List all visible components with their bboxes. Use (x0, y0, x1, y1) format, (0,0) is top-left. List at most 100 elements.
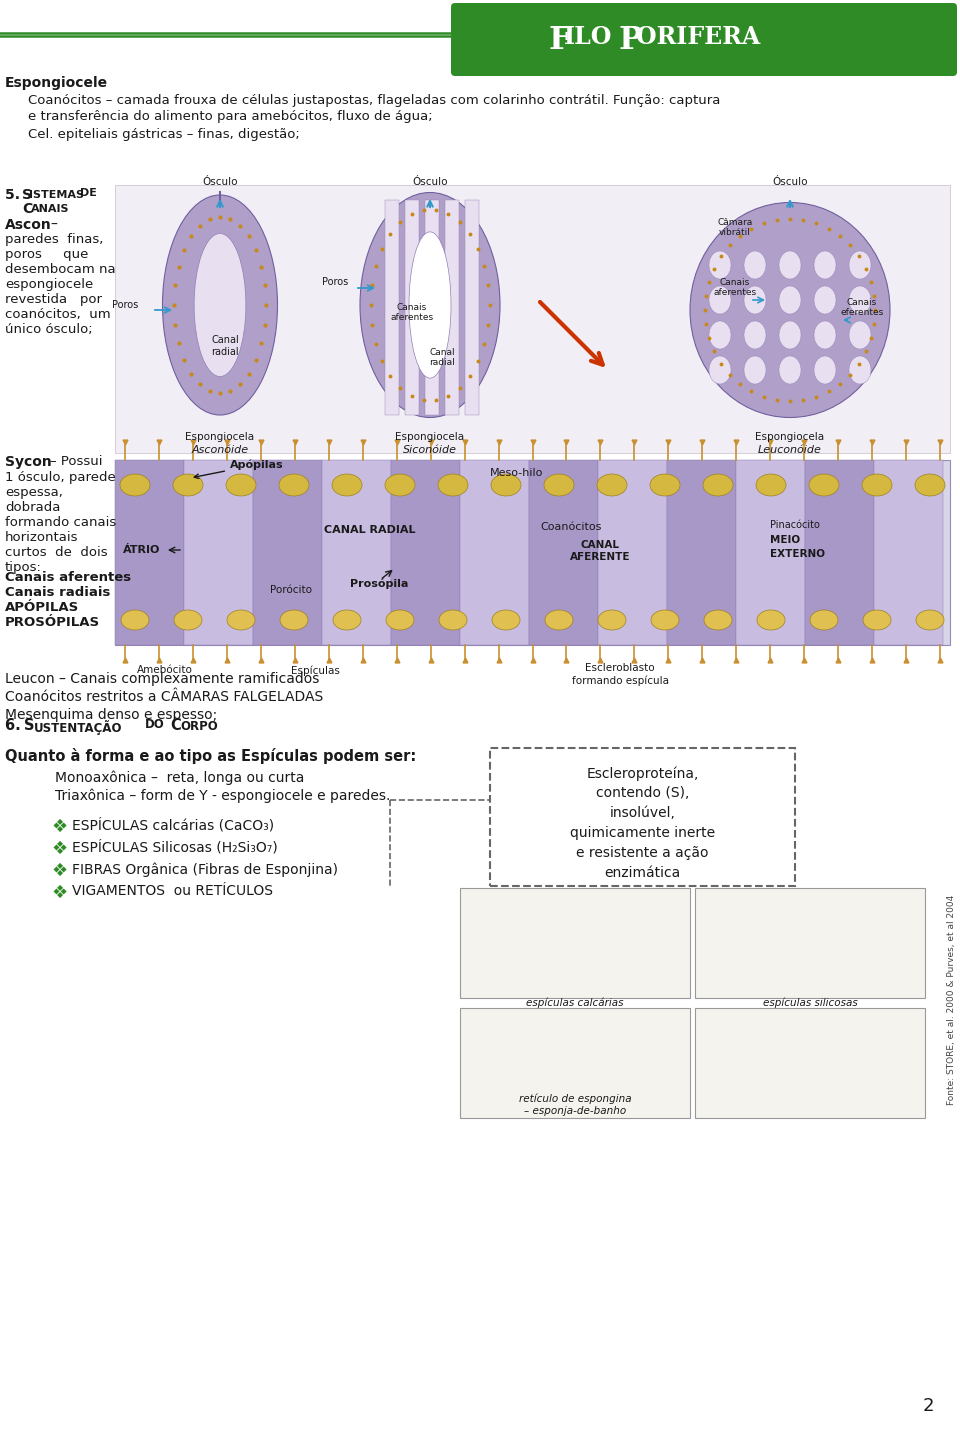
Text: Câmara
vibrátil: Câmara vibrátil (717, 217, 753, 237)
Text: único ósculo;: único ósculo; (5, 323, 92, 336)
Text: ESPÍCULAS calcárias (CaCO₃): ESPÍCULAS calcárias (CaCO₃) (72, 817, 275, 833)
Ellipse shape (409, 231, 451, 379)
Ellipse shape (863, 610, 891, 630)
Text: Leuconóide: Leuconóide (758, 444, 822, 454)
Text: Espongiocela: Espongiocela (185, 432, 254, 442)
Text: ❖: ❖ (52, 862, 68, 880)
Text: Canal
radial: Canal radial (211, 334, 239, 357)
Text: CANAL RADIAL: CANAL RADIAL (324, 524, 416, 534)
Text: curtos  de  dois: curtos de dois (5, 546, 108, 559)
Ellipse shape (849, 356, 871, 384)
Ellipse shape (757, 610, 785, 630)
Text: ❖: ❖ (52, 840, 68, 857)
Text: espículas calcárias: espículas calcárias (526, 997, 624, 1007)
Ellipse shape (544, 474, 574, 496)
Ellipse shape (756, 474, 786, 496)
Ellipse shape (597, 474, 627, 496)
Text: Espículas: Espículas (291, 664, 340, 676)
Text: espículas silicosas: espículas silicosas (762, 997, 857, 1007)
Ellipse shape (779, 252, 801, 279)
Ellipse shape (744, 322, 766, 349)
Bar (253, 460, 322, 644)
Text: ❖: ❖ (52, 817, 68, 836)
Text: Poros: Poros (111, 300, 138, 310)
Ellipse shape (491, 474, 521, 496)
Ellipse shape (779, 322, 801, 349)
Text: ILO: ILO (564, 24, 612, 49)
Text: Ósculo: Ósculo (412, 177, 447, 187)
Bar (695, 1007, 925, 1117)
Ellipse shape (226, 474, 256, 496)
Text: Sycon: Sycon (5, 454, 52, 469)
Ellipse shape (227, 610, 255, 630)
Text: ORPO: ORPO (180, 719, 218, 733)
Bar (874, 460, 943, 644)
Text: espessa,: espessa, (5, 486, 62, 499)
Text: 1 ósculo, parede: 1 ósculo, parede (5, 472, 116, 484)
Text: DO: DO (145, 717, 165, 732)
Text: APÓPILAS: APÓPILAS (5, 602, 80, 614)
Text: ESPÍCULAS Silicosas (H₂Si₃O₇): ESPÍCULAS Silicosas (H₂Si₃O₇) (72, 840, 277, 855)
Text: coanócitos,  um: coanócitos, um (5, 309, 110, 322)
Text: dobrada: dobrada (5, 502, 60, 514)
Text: horizontais: horizontais (5, 532, 79, 544)
Text: C: C (170, 717, 180, 733)
Text: Leucon – Canais complexamente ramificados: Leucon – Canais complexamente ramificado… (5, 672, 320, 686)
Text: tipos:: tipos: (5, 562, 42, 574)
Text: Monoaxônica –  reta, longa ou curta: Monoaxônica – reta, longa ou curta (55, 770, 304, 785)
Ellipse shape (709, 286, 731, 314)
Ellipse shape (814, 286, 836, 314)
Text: Triaxônica – form de Y - espongiocele e paredes.: Triaxônica – form de Y - espongiocele e … (55, 787, 391, 803)
Ellipse shape (386, 610, 414, 630)
Text: espongiocele: espongiocele (5, 279, 93, 292)
Text: insolúvel,: insolúvel, (610, 806, 676, 820)
Text: contendo (S),: contendo (S), (596, 786, 689, 800)
Text: Espongiocela: Espongiocela (396, 432, 465, 442)
Text: Escleroproteína,: Escleroproteína, (587, 766, 699, 780)
Text: S: S (22, 189, 32, 201)
Text: Meso-hilo: Meso-hilo (490, 469, 543, 477)
Text: Canais
aferentes: Canais aferentes (391, 303, 434, 322)
Text: ❖: ❖ (52, 885, 68, 902)
Ellipse shape (779, 286, 801, 314)
Bar (695, 887, 925, 997)
Ellipse shape (703, 474, 733, 496)
Bar (736, 460, 805, 644)
Text: Cel. epiteliais gástricas – finas, digestão;: Cel. epiteliais gástricas – finas, diges… (28, 129, 300, 141)
Text: enzimática: enzimática (605, 866, 681, 880)
Text: Siconóide: Siconóide (403, 444, 457, 454)
Text: Canais
aferentes: Canais aferentes (713, 277, 756, 297)
Text: F: F (548, 24, 570, 56)
Text: EXTERNO: EXTERNO (770, 549, 825, 559)
Ellipse shape (162, 194, 277, 414)
Ellipse shape (280, 610, 308, 630)
Text: Coanócitos restritos a CÂMARAS FALGELADAS: Coanócitos restritos a CÂMARAS FALGELADA… (5, 690, 324, 704)
Ellipse shape (385, 474, 415, 496)
Ellipse shape (438, 474, 468, 496)
Text: 5.: 5. (5, 189, 25, 201)
Ellipse shape (849, 322, 871, 349)
Text: ORIFERA: ORIFERA (636, 24, 760, 49)
Ellipse shape (814, 356, 836, 384)
Text: Espongiocele: Espongiocele (5, 76, 108, 90)
Text: Poros: Poros (322, 277, 348, 287)
Text: revestida   por: revestida por (5, 293, 102, 306)
Text: quimicamente inerte: quimicamente inerte (570, 826, 715, 840)
Ellipse shape (744, 356, 766, 384)
Ellipse shape (545, 610, 573, 630)
Ellipse shape (120, 474, 150, 496)
Ellipse shape (709, 322, 731, 349)
Text: desembocam na: desembocam na (5, 263, 115, 276)
Text: Mesenquima denso e espesso;: Mesenquima denso e espesso; (5, 707, 217, 722)
Ellipse shape (709, 252, 731, 279)
Text: C: C (22, 201, 33, 216)
Text: Ósculo: Ósculo (203, 177, 238, 187)
Ellipse shape (744, 286, 766, 314)
FancyBboxPatch shape (115, 460, 950, 644)
Text: Ósculo: Ósculo (772, 177, 807, 187)
Ellipse shape (814, 322, 836, 349)
Ellipse shape (810, 610, 838, 630)
Ellipse shape (650, 474, 680, 496)
Ellipse shape (849, 286, 871, 314)
Ellipse shape (333, 610, 361, 630)
